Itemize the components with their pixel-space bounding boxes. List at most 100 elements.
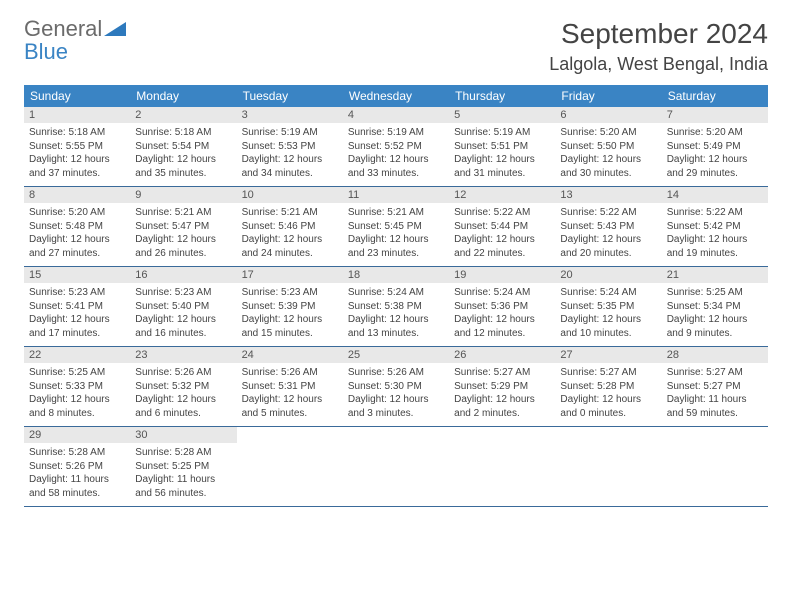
day-number: 12 bbox=[449, 187, 555, 203]
day-cell: 29Sunrise: 5:28 AMSunset: 5:26 PMDayligh… bbox=[24, 427, 130, 506]
week-row: 1Sunrise: 5:18 AMSunset: 5:55 PMDaylight… bbox=[24, 107, 768, 187]
day-body: Sunrise: 5:26 AMSunset: 5:32 PMDaylight:… bbox=[130, 363, 236, 426]
day-number: 22 bbox=[24, 347, 130, 363]
day-cell: 16Sunrise: 5:23 AMSunset: 5:40 PMDayligh… bbox=[130, 267, 236, 346]
day-cell: 1Sunrise: 5:18 AMSunset: 5:55 PMDaylight… bbox=[24, 107, 130, 186]
day-cell: 22Sunrise: 5:25 AMSunset: 5:33 PMDayligh… bbox=[24, 347, 130, 426]
day-cell: 25Sunrise: 5:26 AMSunset: 5:30 PMDayligh… bbox=[343, 347, 449, 426]
day-body: Sunrise: 5:21 AMSunset: 5:47 PMDaylight:… bbox=[130, 203, 236, 266]
day-body: Sunrise: 5:26 AMSunset: 5:31 PMDaylight:… bbox=[237, 363, 343, 426]
day-cell: .. bbox=[449, 427, 555, 506]
day-cell: .. bbox=[555, 427, 661, 506]
weekday-wed: Wednesday bbox=[343, 85, 449, 107]
day-body: Sunrise: 5:25 AMSunset: 5:34 PMDaylight:… bbox=[662, 283, 768, 346]
day-number: 18 bbox=[343, 267, 449, 283]
day-body: Sunrise: 5:19 AMSunset: 5:53 PMDaylight:… bbox=[237, 123, 343, 186]
day-cell: 17Sunrise: 5:23 AMSunset: 5:39 PMDayligh… bbox=[237, 267, 343, 346]
day-cell: 2Sunrise: 5:18 AMSunset: 5:54 PMDaylight… bbox=[130, 107, 236, 186]
day-cell: .. bbox=[237, 427, 343, 506]
day-cell: 15Sunrise: 5:23 AMSunset: 5:41 PMDayligh… bbox=[24, 267, 130, 346]
day-number: 7 bbox=[662, 107, 768, 123]
day-cell: 24Sunrise: 5:26 AMSunset: 5:31 PMDayligh… bbox=[237, 347, 343, 426]
logo-text-general: General bbox=[24, 16, 102, 41]
day-body: Sunrise: 5:20 AMSunset: 5:48 PMDaylight:… bbox=[24, 203, 130, 266]
week-row: 29Sunrise: 5:28 AMSunset: 5:26 PMDayligh… bbox=[24, 427, 768, 507]
day-body: Sunrise: 5:23 AMSunset: 5:40 PMDaylight:… bbox=[130, 283, 236, 346]
day-body: Sunrise: 5:28 AMSunset: 5:25 PMDaylight:… bbox=[130, 443, 236, 506]
day-cell: .. bbox=[662, 427, 768, 506]
location: Lalgola, West Bengal, India bbox=[549, 54, 768, 75]
day-cell: 5Sunrise: 5:19 AMSunset: 5:51 PMDaylight… bbox=[449, 107, 555, 186]
day-number: 2 bbox=[130, 107, 236, 123]
day-body: Sunrise: 5:23 AMSunset: 5:39 PMDaylight:… bbox=[237, 283, 343, 346]
day-body: Sunrise: 5:24 AMSunset: 5:35 PMDaylight:… bbox=[555, 283, 661, 346]
day-body: Sunrise: 5:20 AMSunset: 5:50 PMDaylight:… bbox=[555, 123, 661, 186]
day-number: 21 bbox=[662, 267, 768, 283]
day-number: 14 bbox=[662, 187, 768, 203]
day-body: Sunrise: 5:27 AMSunset: 5:28 PMDaylight:… bbox=[555, 363, 661, 426]
day-cell: 26Sunrise: 5:27 AMSunset: 5:29 PMDayligh… bbox=[449, 347, 555, 426]
day-body: Sunrise: 5:21 AMSunset: 5:45 PMDaylight:… bbox=[343, 203, 449, 266]
day-body: Sunrise: 5:19 AMSunset: 5:51 PMDaylight:… bbox=[449, 123, 555, 186]
day-number: 20 bbox=[555, 267, 661, 283]
logo-mark-icon bbox=[104, 22, 126, 36]
day-cell: 14Sunrise: 5:22 AMSunset: 5:42 PMDayligh… bbox=[662, 187, 768, 266]
day-number: 25 bbox=[343, 347, 449, 363]
day-body: Sunrise: 5:28 AMSunset: 5:26 PMDaylight:… bbox=[24, 443, 130, 506]
day-cell: 7Sunrise: 5:20 AMSunset: 5:49 PMDaylight… bbox=[662, 107, 768, 186]
weekday-fri: Friday bbox=[555, 85, 661, 107]
day-number: 10 bbox=[237, 187, 343, 203]
day-number: 29 bbox=[24, 427, 130, 443]
day-cell: 12Sunrise: 5:22 AMSunset: 5:44 PMDayligh… bbox=[449, 187, 555, 266]
day-number: 4 bbox=[343, 107, 449, 123]
day-body: Sunrise: 5:18 AMSunset: 5:55 PMDaylight:… bbox=[24, 123, 130, 186]
calendar: Sunday Monday Tuesday Wednesday Thursday… bbox=[24, 85, 768, 507]
day-number: 16 bbox=[130, 267, 236, 283]
day-body: Sunrise: 5:27 AMSunset: 5:29 PMDaylight:… bbox=[449, 363, 555, 426]
day-body: Sunrise: 5:24 AMSunset: 5:36 PMDaylight:… bbox=[449, 283, 555, 346]
day-body: Sunrise: 5:21 AMSunset: 5:46 PMDaylight:… bbox=[237, 203, 343, 266]
weekday-tue: Tuesday bbox=[237, 85, 343, 107]
weekday-sun: Sunday bbox=[24, 85, 130, 107]
day-number: 5 bbox=[449, 107, 555, 123]
day-number: 9 bbox=[130, 187, 236, 203]
day-number: 17 bbox=[237, 267, 343, 283]
day-number: 11 bbox=[343, 187, 449, 203]
day-number: 8 bbox=[24, 187, 130, 203]
title-block: September 2024 Lalgola, West Bengal, Ind… bbox=[549, 18, 768, 75]
day-number: 1 bbox=[24, 107, 130, 123]
day-body: Sunrise: 5:27 AMSunset: 5:27 PMDaylight:… bbox=[662, 363, 768, 426]
day-number: 19 bbox=[449, 267, 555, 283]
day-number: 3 bbox=[237, 107, 343, 123]
day-body: Sunrise: 5:25 AMSunset: 5:33 PMDaylight:… bbox=[24, 363, 130, 426]
day-number: 23 bbox=[130, 347, 236, 363]
day-body: Sunrise: 5:22 AMSunset: 5:44 PMDaylight:… bbox=[449, 203, 555, 266]
day-cell: 11Sunrise: 5:21 AMSunset: 5:45 PMDayligh… bbox=[343, 187, 449, 266]
logo-text-blue: Blue bbox=[24, 39, 68, 64]
day-cell: 6Sunrise: 5:20 AMSunset: 5:50 PMDaylight… bbox=[555, 107, 661, 186]
day-cell: 19Sunrise: 5:24 AMSunset: 5:36 PMDayligh… bbox=[449, 267, 555, 346]
day-number: 30 bbox=[130, 427, 236, 443]
day-number: 13 bbox=[555, 187, 661, 203]
weekday-thu: Thursday bbox=[449, 85, 555, 107]
day-cell: 8Sunrise: 5:20 AMSunset: 5:48 PMDaylight… bbox=[24, 187, 130, 266]
week-row: 8Sunrise: 5:20 AMSunset: 5:48 PMDaylight… bbox=[24, 187, 768, 267]
day-number: 28 bbox=[662, 347, 768, 363]
day-body: Sunrise: 5:26 AMSunset: 5:30 PMDaylight:… bbox=[343, 363, 449, 426]
day-cell: .. bbox=[343, 427, 449, 506]
day-body: Sunrise: 5:22 AMSunset: 5:42 PMDaylight:… bbox=[662, 203, 768, 266]
day-body: Sunrise: 5:23 AMSunset: 5:41 PMDaylight:… bbox=[24, 283, 130, 346]
day-cell: 3Sunrise: 5:19 AMSunset: 5:53 PMDaylight… bbox=[237, 107, 343, 186]
day-cell: 23Sunrise: 5:26 AMSunset: 5:32 PMDayligh… bbox=[130, 347, 236, 426]
day-number: 26 bbox=[449, 347, 555, 363]
day-cell: 18Sunrise: 5:24 AMSunset: 5:38 PMDayligh… bbox=[343, 267, 449, 346]
day-cell: 30Sunrise: 5:28 AMSunset: 5:25 PMDayligh… bbox=[130, 427, 236, 506]
day-cell: 27Sunrise: 5:27 AMSunset: 5:28 PMDayligh… bbox=[555, 347, 661, 426]
day-cell: 20Sunrise: 5:24 AMSunset: 5:35 PMDayligh… bbox=[555, 267, 661, 346]
day-body: Sunrise: 5:19 AMSunset: 5:52 PMDaylight:… bbox=[343, 123, 449, 186]
header: General Blue September 2024 Lalgola, Wes… bbox=[24, 18, 768, 75]
day-number: 27 bbox=[555, 347, 661, 363]
day-cell: 13Sunrise: 5:22 AMSunset: 5:43 PMDayligh… bbox=[555, 187, 661, 266]
day-cell: 21Sunrise: 5:25 AMSunset: 5:34 PMDayligh… bbox=[662, 267, 768, 346]
day-number: 24 bbox=[237, 347, 343, 363]
